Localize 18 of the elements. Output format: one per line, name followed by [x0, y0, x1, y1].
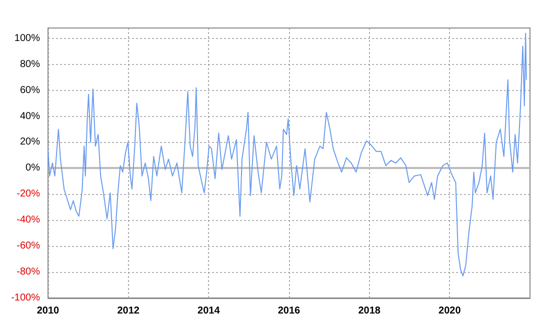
line-series [48, 32, 527, 276]
x-tick-label: 2018 [358, 306, 381, 316]
y-tick-label: 40% [20, 110, 40, 122]
y-tick-label: 0% [26, 162, 40, 174]
x-tick-label: 2012 [117, 306, 140, 316]
x-tick-label: 2016 [278, 306, 301, 316]
y-tick-label: 60% [20, 84, 40, 96]
y-tick-label: -40% [16, 214, 40, 226]
y-tick-label: 100% [14, 32, 40, 44]
y-tick-label: 80% [20, 58, 40, 70]
y-tick-label: -60% [16, 240, 40, 252]
y-tick-label: 20% [20, 136, 40, 148]
y-tick-label: -80% [16, 266, 40, 278]
y-tick-label: -100% [11, 292, 40, 304]
x-tick-label: 2010 [36, 306, 60, 316]
y-tick-label: -20% [16, 188, 40, 200]
x-tick-label: 2014 [198, 306, 220, 316]
x-tick-label: 2020 [438, 306, 462, 316]
